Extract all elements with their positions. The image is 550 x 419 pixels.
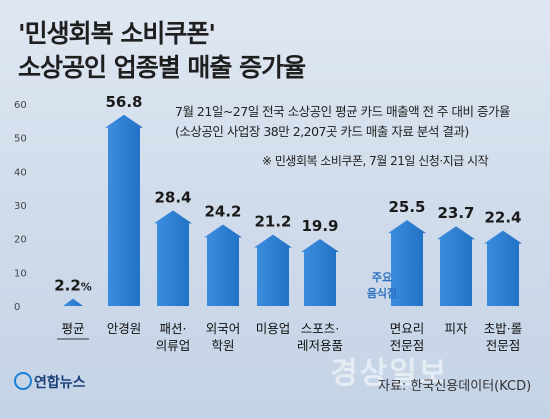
y-tick-label: 40	[14, 167, 27, 178]
bar-5	[301, 239, 339, 306]
value-label-8: 22.4	[484, 209, 521, 227]
category-label-3-0: 외국어	[206, 321, 241, 336]
category-label-1-0: 안경원	[107, 321, 142, 336]
bar-1	[105, 114, 143, 306]
category-label-5-1: 레저용품	[297, 338, 343, 353]
value-label-6: 25.5	[388, 198, 425, 216]
bar-0	[63, 298, 83, 306]
note-period: 7월 21일~27일 전국 소상공인 평균 카드 매출액 전 주 대비 증가율	[175, 104, 510, 119]
value-label-5: 19.9	[301, 217, 338, 235]
bar-4	[254, 234, 292, 306]
value-label-7: 23.7	[437, 204, 474, 222]
category-label-5-0: 스포츠·	[301, 321, 339, 336]
y-tick-label: 20	[14, 235, 27, 246]
category-label-8-1: 전문점	[486, 338, 521, 353]
bar-2	[154, 210, 192, 306]
highlight-line1: 주요	[371, 271, 393, 284]
bar-7	[437, 226, 475, 306]
logo-mark-icon	[14, 372, 32, 390]
value-label-0: 2.2%	[54, 277, 92, 295]
watermark: 경상일보	[330, 356, 449, 391]
category-label-0-0: 평균	[61, 321, 84, 336]
value-label-4: 21.2	[254, 213, 291, 231]
y-tick-label: 60	[14, 100, 27, 111]
source-note: 자료: 한국신용데이터(KCD)	[378, 379, 532, 394]
logo: 연합뉴스	[14, 372, 86, 392]
chart-title-line1: '민생회복 소비쿠폰'	[18, 19, 216, 48]
highlight-line2: 음식점	[366, 287, 398, 300]
chart-title-line2: 소상공인 업종별 매출 증가율	[18, 53, 306, 82]
logo-text: 연합뉴스	[34, 375, 86, 391]
category-label-7-0: 피자	[444, 321, 468, 336]
value-label-3: 24.2	[204, 203, 241, 221]
note-coupon: ※ 민생회복 소비쿠폰, 7월 21일 신청·지급 시작	[262, 154, 489, 168]
bar-6	[388, 220, 426, 306]
category-label-3-1: 학원	[211, 338, 234, 353]
value-label-1: 56.8	[105, 93, 142, 111]
note-sample: (소상공인 사업장 38만 2,207곳 카드 매출 자료 분석 결과)	[175, 124, 469, 139]
restaurant-highlight-label: 주요 음식점	[364, 270, 400, 302]
category-label-2-0: 패션·	[160, 321, 187, 336]
value-label-2: 28.4	[154, 188, 191, 206]
category-label-4-0: 미용업	[256, 321, 291, 336]
category-label-6-0: 면요리	[390, 321, 425, 336]
y-tick-label: 0	[14, 302, 20, 313]
category-label-2-1: 의류업	[156, 338, 191, 353]
y-tick-label: 10	[14, 268, 27, 279]
bar-3	[204, 224, 242, 306]
category-label-8-0: 초밥·롤	[484, 321, 522, 336]
value-label-unit: %	[81, 281, 92, 294]
category-label-6-1: 전문점	[390, 338, 425, 353]
y-tick-label: 50	[14, 134, 27, 145]
y-tick-label: 30	[14, 201, 27, 212]
bar-8	[484, 230, 522, 306]
